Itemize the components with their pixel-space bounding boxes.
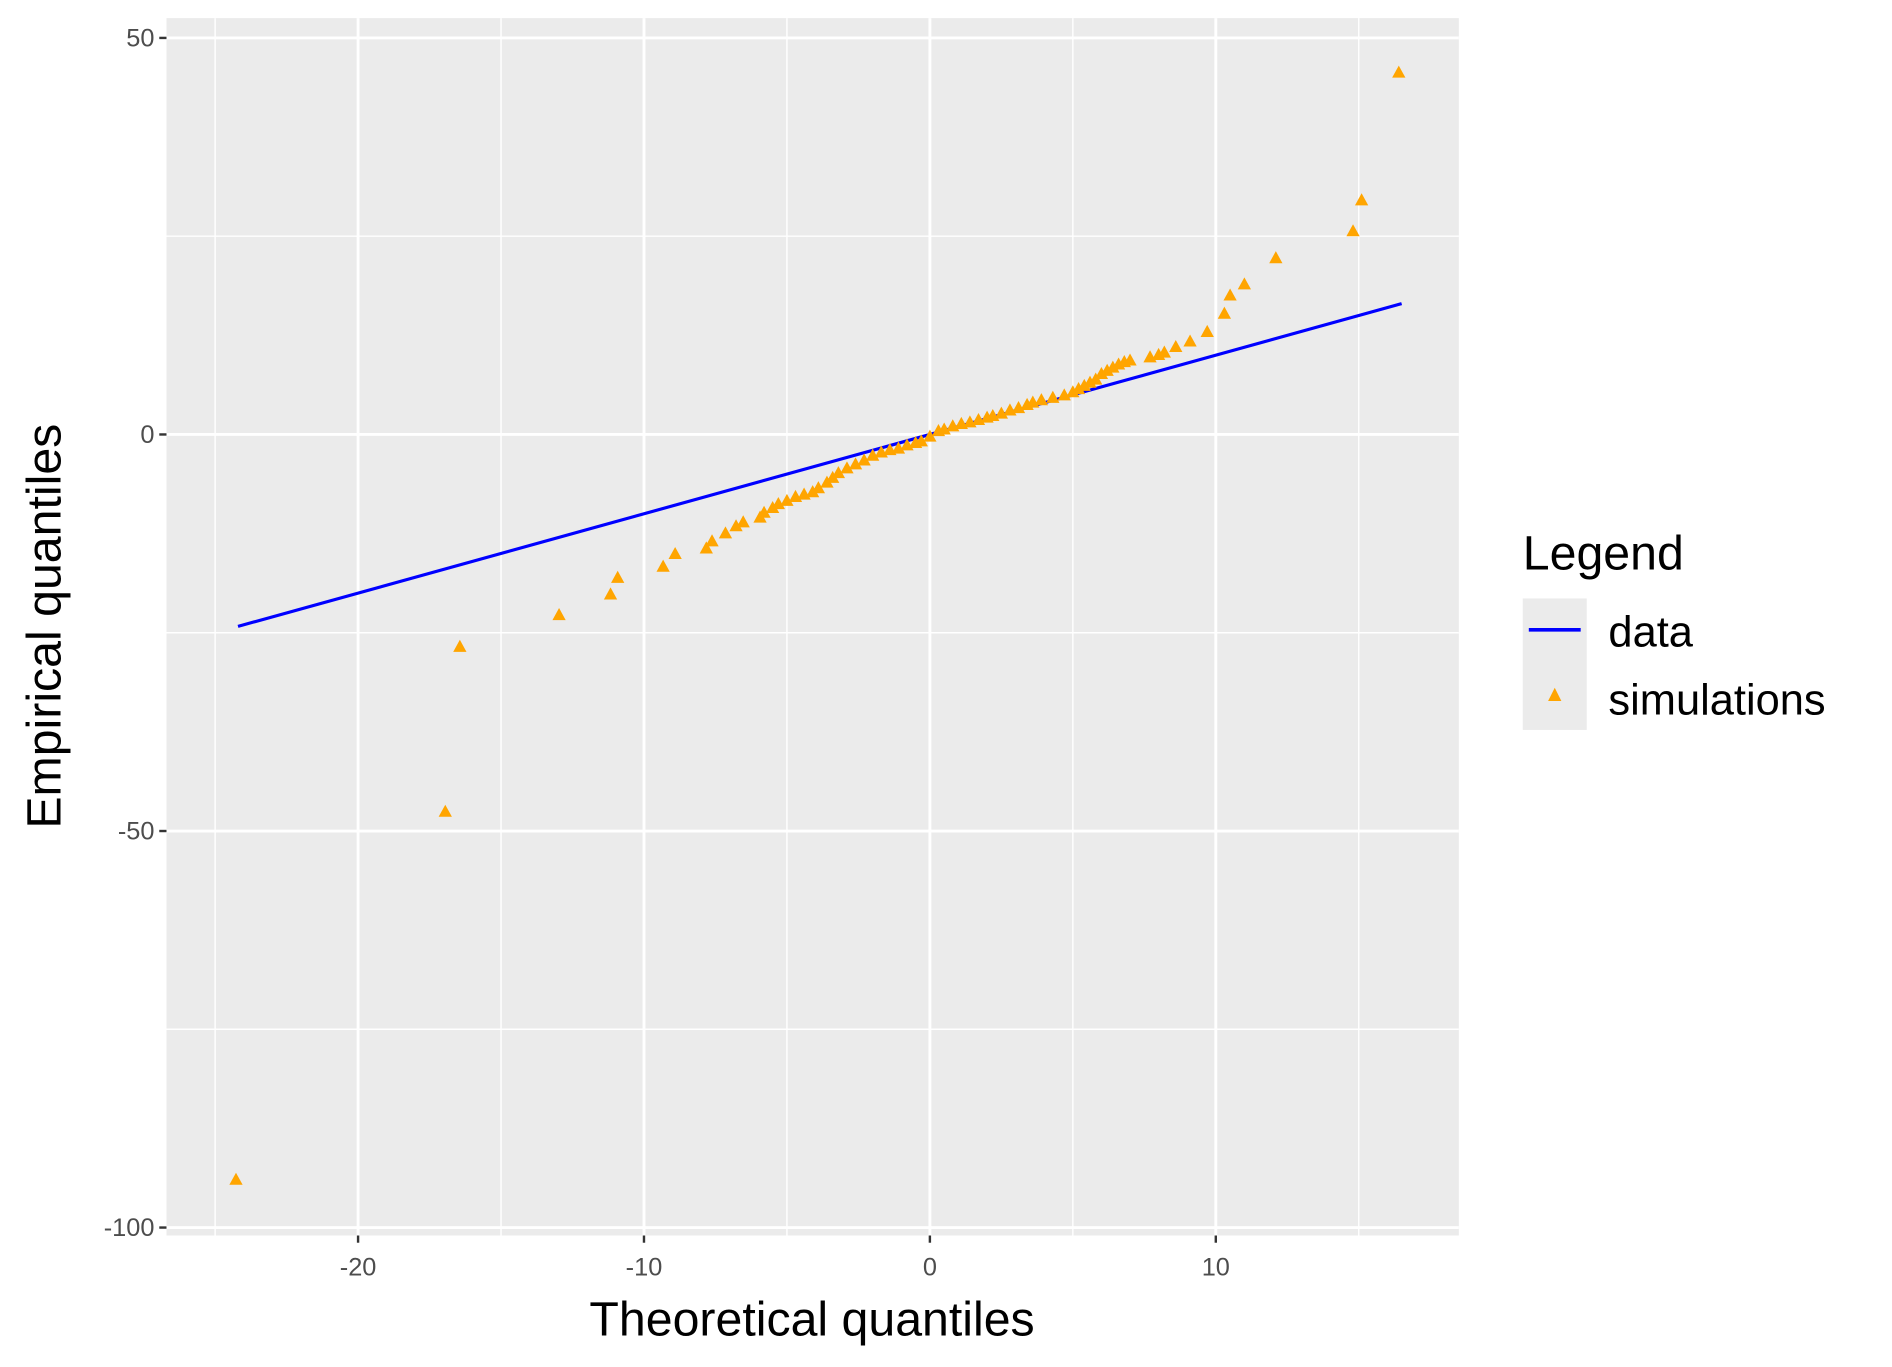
simulation-point xyxy=(866,448,880,461)
simulation-point xyxy=(611,570,625,583)
simulation-point xyxy=(757,505,771,518)
y-axis-title: Empirical quantiles xyxy=(17,424,71,829)
simulation-point xyxy=(848,457,863,470)
simulation-point xyxy=(771,497,785,510)
legend-label-simulations: simulations xyxy=(1608,676,1825,724)
simulation-point xyxy=(1346,224,1360,237)
simulation-point xyxy=(923,429,937,442)
legend: Legend data simulations xyxy=(1522,526,1826,730)
minor-gridlines xyxy=(166,18,1459,1236)
simulation-point xyxy=(1157,345,1171,358)
simulation-point xyxy=(1392,65,1406,78)
simulation-point xyxy=(831,466,846,479)
simulation-point xyxy=(1011,401,1026,414)
x-tick-label: 10 xyxy=(1202,1253,1230,1281)
simulation-point xyxy=(914,434,928,447)
simulation-point xyxy=(891,441,906,454)
simulation-point xyxy=(811,481,826,494)
simulation-point xyxy=(1094,366,1109,380)
simulation-point xyxy=(840,461,854,474)
simulation-point xyxy=(1183,334,1197,347)
simulation-point xyxy=(1034,393,1049,406)
data-line xyxy=(237,302,1403,628)
simulation-point xyxy=(780,493,794,506)
simulation-point xyxy=(1217,306,1232,319)
major-gridlines xyxy=(166,18,1459,1236)
simulation-point xyxy=(552,608,566,621)
simulation-point xyxy=(994,406,1009,419)
simulation-point xyxy=(1057,388,1071,401)
y-tick-label: -100 xyxy=(104,1214,155,1242)
legend-title: Legend xyxy=(1523,526,1684,580)
simulation-point xyxy=(1083,375,1097,388)
simulation-point xyxy=(1046,390,1060,403)
x-axis-title: Theoretical quantiles xyxy=(589,1293,1034,1347)
y-tick-label: 0 xyxy=(140,421,154,449)
simulation-point xyxy=(1354,193,1369,206)
x-tick-label: -10 xyxy=(626,1253,663,1281)
y-tick-label: 50 xyxy=(126,24,154,52)
simulation-point xyxy=(1066,385,1080,398)
simulation-point xyxy=(1071,382,1086,395)
simulation-point xyxy=(1077,378,1091,391)
simulation-point xyxy=(1237,277,1252,290)
simulation-point xyxy=(1123,353,1137,366)
y-tick-label: -50 xyxy=(118,817,155,845)
legend-key-background xyxy=(1522,598,1587,730)
simulation-point xyxy=(1200,324,1214,337)
simulation-point xyxy=(857,453,871,466)
x-tick-label: 0 xyxy=(923,1253,937,1281)
plot-panel xyxy=(166,18,1459,1236)
simulation-point xyxy=(937,422,951,435)
x-tick-label: -20 xyxy=(340,1253,377,1281)
simulation-point xyxy=(699,541,713,554)
legend-key-simulations-triangle xyxy=(1548,687,1562,701)
simulation-point xyxy=(453,639,467,652)
simulation-point xyxy=(1100,363,1114,376)
simulation-point xyxy=(1169,339,1183,353)
series-layer xyxy=(229,65,1406,1185)
simulation-point xyxy=(705,534,719,547)
simulation-point xyxy=(603,587,618,600)
simulation-point xyxy=(736,515,750,528)
simulation-point xyxy=(1223,288,1237,301)
simulation-point xyxy=(1269,251,1283,264)
simulation-point xyxy=(656,559,670,572)
simulation-point xyxy=(806,485,820,498)
legend-label-data: data xyxy=(1608,609,1693,657)
simulation-point xyxy=(229,1172,243,1185)
simulation-point xyxy=(438,804,452,817)
simulation-point xyxy=(1106,360,1120,373)
simulation-point xyxy=(668,546,682,560)
simulation-point xyxy=(766,500,780,514)
simulation-point xyxy=(729,519,743,532)
simulation-point xyxy=(718,526,733,539)
